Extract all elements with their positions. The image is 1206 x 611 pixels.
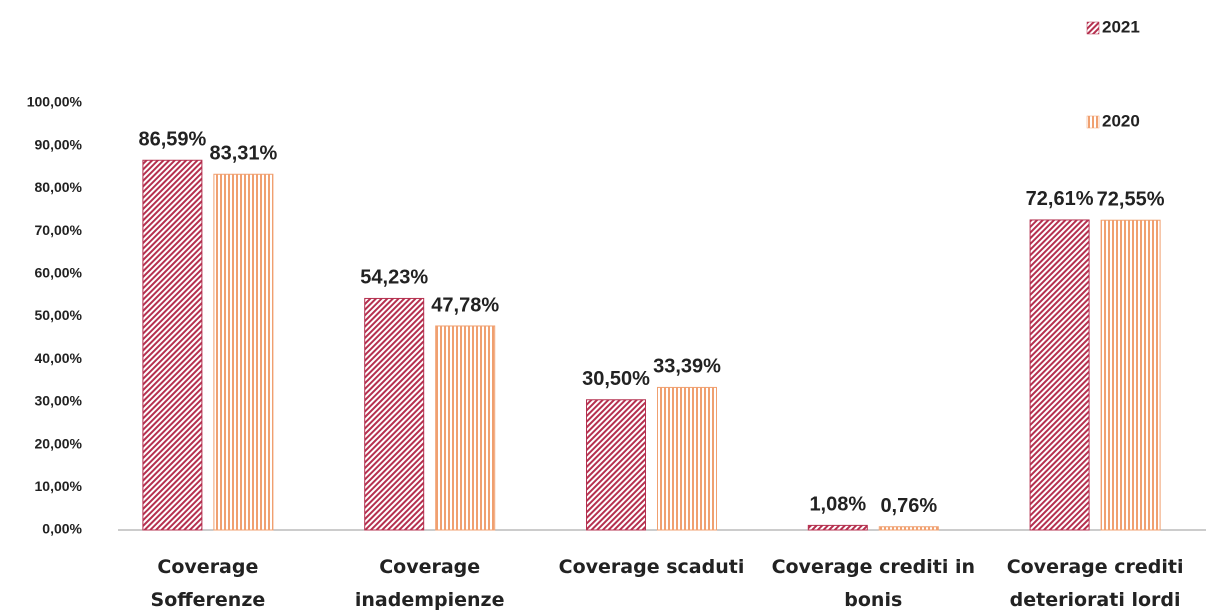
y-tick-label: 40,00% [35, 350, 83, 366]
value-label: 83,31% [209, 143, 277, 165]
x-tick-label: Coverage scaduti [559, 556, 745, 578]
x-tick-label: Coverage Sofferenze [151, 556, 266, 611]
y-tick-label: 0,00% [42, 521, 82, 537]
value-label: 0,76% [880, 495, 937, 517]
x-tick-line: Coverage crediti [1007, 556, 1184, 578]
y-tick-label: 100,00% [27, 94, 83, 110]
x-tick-line: Coverage crediti in [772, 556, 975, 578]
x-tick-line: bonis [844, 589, 902, 611]
x-tick-line: Coverage scaduti [559, 556, 745, 578]
x-tick-label: Coverage crediti deteriorati lordi [1007, 556, 1184, 611]
y-tick-label: 20,00% [35, 435, 83, 451]
bar [586, 399, 646, 531]
value-label: 33,39% [653, 356, 721, 378]
x-tick-line: deteriorati lordi [1010, 589, 1181, 611]
value-label: 54,23% [360, 267, 428, 289]
bar [807, 524, 868, 531]
y-tick-label: 50,00% [35, 307, 83, 323]
x-tick-line: inadempienze [355, 589, 505, 611]
value-label: 30,50% [582, 368, 650, 390]
x-tick-line: Sofferenze [151, 589, 266, 611]
value-label: 1,08% [809, 494, 866, 516]
x-tick-line: Coverage [157, 556, 258, 578]
legend-swatch [1086, 21, 1100, 35]
bar [1100, 219, 1161, 531]
y-tick-label: 10,00% [35, 478, 83, 494]
x-tick-label: Coverage inadempienze [355, 556, 505, 611]
bar [364, 297, 425, 531]
legend-swatch [1086, 115, 1100, 129]
y-tick-label: 70,00% [35, 222, 83, 238]
x-tick-line: Coverage [379, 556, 480, 578]
bar [213, 173, 274, 531]
bar [1029, 219, 1090, 531]
value-label: 72,61% [1026, 188, 1094, 210]
y-tick-label: 30,00% [35, 393, 83, 409]
bar [435, 325, 496, 531]
value-label: 86,59% [138, 129, 206, 151]
legend-label: 2021 [1102, 17, 1140, 36]
y-tick-label: 80,00% [35, 179, 83, 195]
x-tick-label: Coverage crediti in bonis [772, 556, 975, 611]
bar [657, 386, 717, 531]
value-label: 72,55% [1097, 188, 1165, 210]
y-tick-label: 60,00% [35, 265, 83, 281]
value-label: 47,78% [431, 294, 499, 316]
y-tick-label: 90,00% [35, 136, 83, 152]
legend-label: 2020 [1102, 111, 1140, 130]
bar [142, 159, 203, 531]
bar [878, 526, 939, 531]
